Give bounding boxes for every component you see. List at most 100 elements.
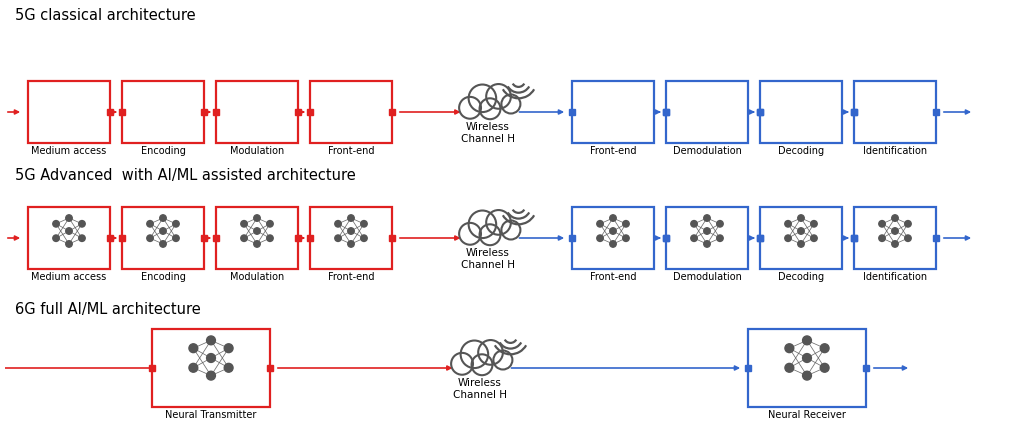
Circle shape	[610, 228, 616, 234]
Bar	[107, 235, 113, 241]
Bar	[666, 207, 748, 269]
Bar	[267, 365, 272, 371]
Bar	[119, 235, 124, 241]
Bar	[663, 109, 669, 115]
Circle shape	[479, 224, 501, 245]
Circle shape	[905, 220, 911, 227]
Circle shape	[891, 215, 898, 221]
Circle shape	[811, 220, 817, 227]
Circle shape	[798, 215, 804, 221]
Text: Encoding: Encoding	[141, 146, 185, 156]
Circle shape	[347, 241, 355, 247]
Circle shape	[820, 344, 829, 352]
Bar	[122, 207, 204, 269]
Bar	[748, 329, 866, 407]
Bar	[666, 81, 748, 143]
Bar	[119, 109, 124, 115]
Circle shape	[717, 220, 724, 227]
Text: 5G Advanced  with AI/ML assisted architecture: 5G Advanced with AI/ML assisted architec…	[15, 168, 356, 183]
Circle shape	[905, 235, 911, 242]
Text: Neural Receiver: Neural Receiver	[768, 410, 846, 420]
Circle shape	[461, 341, 488, 368]
Circle shape	[891, 241, 898, 247]
Circle shape	[207, 336, 216, 345]
Circle shape	[785, 363, 794, 372]
Circle shape	[159, 215, 167, 221]
Text: Front-end: Front-end	[590, 146, 636, 156]
Circle shape	[879, 235, 885, 242]
Bar	[310, 207, 392, 269]
Bar	[758, 235, 763, 241]
Circle shape	[610, 241, 616, 247]
Bar	[851, 109, 856, 115]
Circle shape	[147, 220, 153, 227]
Bar	[122, 81, 204, 143]
Bar	[663, 235, 669, 241]
Text: Demodulation: Demodulation	[672, 146, 741, 156]
Circle shape	[798, 241, 804, 247]
Circle shape	[784, 235, 792, 242]
Bar	[201, 109, 207, 115]
Circle shape	[717, 235, 724, 242]
Text: Identification: Identification	[862, 146, 927, 156]
Circle shape	[266, 220, 273, 227]
Bar	[28, 81, 110, 143]
Circle shape	[820, 363, 829, 372]
Text: 6G full AI/ML architecture: 6G full AI/ML architecture	[15, 302, 200, 317]
Circle shape	[502, 220, 520, 239]
Circle shape	[704, 215, 710, 221]
Bar	[152, 329, 270, 407]
Circle shape	[597, 220, 603, 227]
Circle shape	[486, 210, 511, 235]
Bar	[390, 235, 395, 241]
Text: Wireless
Channel H: Wireless Channel H	[453, 378, 507, 400]
Bar	[663, 109, 669, 115]
Bar	[213, 109, 219, 115]
Circle shape	[52, 220, 60, 227]
Bar	[854, 81, 937, 143]
Circle shape	[207, 371, 216, 380]
Circle shape	[266, 235, 273, 242]
Circle shape	[173, 235, 179, 242]
Circle shape	[361, 220, 367, 227]
Text: Front-end: Front-end	[590, 272, 636, 282]
Bar	[663, 235, 669, 241]
Circle shape	[451, 353, 473, 375]
Circle shape	[803, 336, 811, 345]
Bar	[307, 235, 313, 241]
Circle shape	[610, 215, 616, 221]
Bar	[745, 365, 750, 371]
Circle shape	[159, 228, 167, 234]
Bar	[149, 365, 155, 371]
Bar	[570, 235, 575, 241]
Text: Wireless
Channel H: Wireless Channel H	[461, 122, 515, 143]
Circle shape	[189, 363, 197, 372]
Text: Medium access: Medium access	[32, 146, 107, 156]
Bar	[107, 109, 113, 115]
Circle shape	[811, 235, 817, 242]
Circle shape	[52, 235, 60, 242]
Bar	[28, 207, 110, 269]
Bar	[390, 109, 395, 115]
Circle shape	[335, 235, 341, 242]
Circle shape	[691, 220, 697, 227]
Circle shape	[704, 228, 710, 234]
Text: Medium access: Medium access	[32, 272, 107, 282]
Bar	[213, 235, 219, 241]
Circle shape	[66, 228, 72, 234]
Circle shape	[478, 340, 503, 365]
Text: Decoding: Decoding	[778, 272, 824, 282]
Bar	[851, 109, 856, 115]
Circle shape	[784, 220, 792, 227]
Bar	[295, 109, 301, 115]
Bar	[758, 109, 763, 115]
Circle shape	[803, 354, 811, 363]
Text: Modulation: Modulation	[230, 146, 284, 156]
Circle shape	[189, 344, 197, 352]
Circle shape	[207, 354, 216, 363]
Circle shape	[241, 235, 248, 242]
Circle shape	[147, 235, 153, 242]
Circle shape	[704, 241, 710, 247]
Circle shape	[254, 241, 260, 247]
Circle shape	[798, 228, 804, 234]
